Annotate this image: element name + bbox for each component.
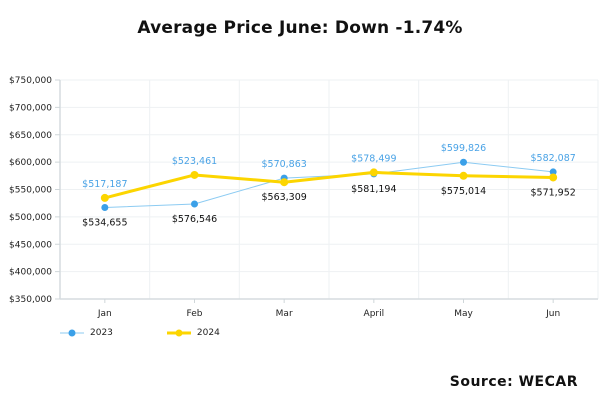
y-tick-label: $400,000 — [9, 268, 52, 278]
y-tick-label: $350,000 — [9, 295, 52, 305]
x-tick-label: Jun — [545, 309, 560, 319]
data-label-2024: $534,655 — [82, 217, 127, 228]
y-tick-label: $750,000 — [9, 76, 52, 86]
y-axis-ticks: $350,000 $400,000 $450,000 $500,000 $550,000… — [9, 76, 60, 305]
data-label-2024: $575,014 — [441, 186, 486, 197]
y-tick-label: $650,000 — [9, 131, 52, 141]
y-tick-label: $550,000 — [9, 186, 52, 196]
data-point-2023 — [460, 158, 467, 166]
data-label-2024: $581,194 — [351, 184, 396, 195]
y-tick-label: $700,000 — [9, 103, 52, 113]
chart-title: Average Price June: Down -1.74% — [137, 18, 463, 38]
x-tick-label: April — [364, 309, 385, 319]
data-label-2023: $599,826 — [441, 143, 486, 154]
source-credit: Source: WECAR — [449, 374, 578, 390]
data-point-2023 — [101, 203, 109, 211]
data-point-2024 — [549, 173, 558, 182]
data-label-2023: $523,461 — [172, 156, 217, 167]
y-tick-label: $450,000 — [9, 240, 52, 250]
legend-label-2024: 2024 — [196, 328, 220, 338]
data-point-2024 — [369, 168, 378, 177]
data-label-2023: $578,499 — [351, 153, 396, 164]
x-tick-label: Jan — [97, 309, 112, 319]
series-layer — [100, 158, 558, 211]
data-label-2024: $571,952 — [530, 187, 575, 198]
x-tick-label: May — [454, 309, 473, 319]
y-tick-label: $600,000 — [9, 158, 52, 168]
data-label-2024: $563,309 — [261, 192, 306, 203]
data-label-2023: $517,187 — [82, 179, 127, 190]
data-label-2023: $570,863 — [261, 159, 306, 170]
data-point-2023 — [549, 168, 557, 176]
data-point-2024 — [100, 193, 109, 202]
data-label-2023: $582,087 — [530, 153, 575, 164]
data-point-2023 — [191, 200, 198, 208]
x-tick-label: Feb — [187, 309, 203, 319]
legend: 2023 2024 — [60, 328, 274, 338]
x-axis-ticks: Jan Feb Mar April May Jun — [97, 299, 560, 319]
legend-label-2023: 2023 — [90, 328, 113, 338]
y-tick-label: $500,000 — [9, 213, 52, 223]
data-label-2024: $576,546 — [172, 214, 217, 225]
legend-swatch-2023-icon — [60, 329, 84, 337]
grid-lines — [60, 79, 599, 299]
data-point-2024 — [190, 170, 199, 179]
legend-item-2023[interactable]: 2023 — [60, 328, 113, 338]
series-line-2024 — [104, 170, 554, 200]
legend-item-2024[interactable]: 2024 — [166, 328, 220, 338]
data-labels: $517,187 $534,655 $523,461 $576,546 $570,863… — [82, 143, 576, 228]
x-tick-label: Mar — [276, 309, 293, 319]
data-point-2024 — [459, 171, 468, 180]
legend-swatch-2024-icon — [166, 329, 191, 337]
data-point-2024 — [280, 178, 289, 187]
